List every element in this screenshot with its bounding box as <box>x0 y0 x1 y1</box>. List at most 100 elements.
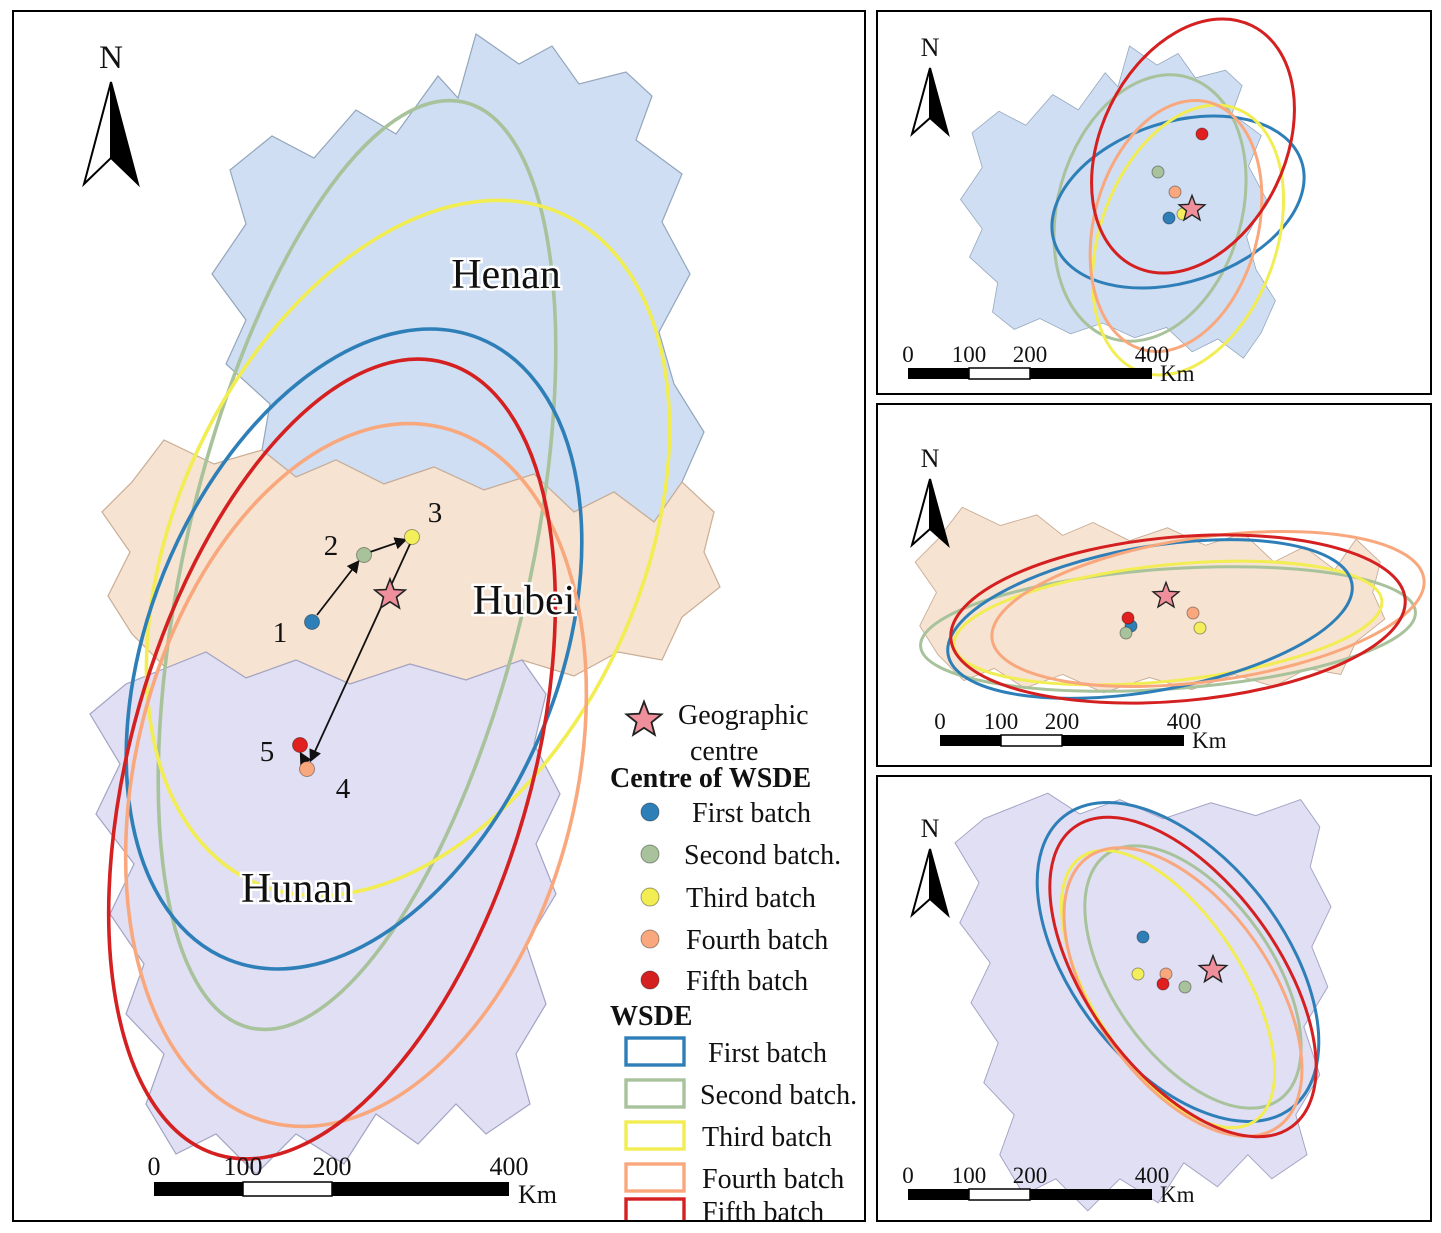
wsde-ellipse-third-batch <box>144 198 672 898</box>
scale-segment <box>1000 734 1063 747</box>
scale-bar: 0 100 200 400 Km <box>148 1152 558 1209</box>
scale-tick: 200 <box>1013 342 1048 367</box>
legend-centre-dot-third <box>640 887 660 907</box>
point-label-4: 4 <box>336 773 351 805</box>
henan-label: Henan <box>451 252 561 298</box>
scale-segment <box>1030 368 1152 379</box>
scale-tick: 0 <box>148 1152 161 1181</box>
main-map-canvas: 1 2 3 4 5 Henan Hubei Hunan N 0 100 200 … <box>82 33 857 1220</box>
hubei-inset-panel: N 0 100 200 400 Km <box>876 403 1432 767</box>
north-arrow-left-half <box>910 478 931 548</box>
legend-wsde-swatch-fourth <box>624 1162 686 1193</box>
legend-geographic-centre-line2: centre <box>690 736 758 767</box>
legend-centre-label-first: First batch <box>692 798 811 829</box>
wsde-ellipse-first-batch <box>1035 801 1321 1123</box>
scale-tick: 200 <box>1045 709 1080 734</box>
scale-segment <box>968 1188 1031 1201</box>
geographic-centre-star <box>1177 193 1207 222</box>
legend-wsde-label-third: Third batch <box>702 1122 832 1153</box>
legend-geographic-centre-line1: Geographic <box>678 700 809 731</box>
legend-centre-dot-fourth <box>640 929 660 949</box>
scale-bar: 0 100 200 400 Km <box>902 1163 1194 1207</box>
hubei-inset-canvas: N 0 100 200 400 Km <box>910 444 1426 753</box>
henan-inset-panel: N 0 100 200 400 Km <box>876 10 1432 395</box>
centre-dot-first-batch <box>1162 211 1176 225</box>
scale-unit-label: Km <box>1160 361 1195 386</box>
scale-tick: 400 <box>1135 1163 1170 1188</box>
wsde-ellipse-second-batch <box>1052 73 1248 343</box>
centre-dot-fifth-batch <box>1121 611 1135 625</box>
centre-dot-second-batch <box>1151 165 1165 179</box>
centre-dot-second-batch <box>1119 626 1133 640</box>
wsde-ellipse-fifth-batch <box>949 533 1407 705</box>
scale-bar: 0 100 200 400 Km <box>902 342 1194 386</box>
legend-wsde-swatch-second <box>624 1078 686 1109</box>
wsde-ellipse-first-batch <box>1050 114 1306 290</box>
hubei-label: Hubei <box>473 578 576 624</box>
scale-segment <box>332 1182 509 1196</box>
north-label: N <box>99 40 123 76</box>
wsde-ellipse-fourth-batch <box>123 421 589 1129</box>
north-arrow-left-half <box>910 67 931 137</box>
legend-centre-dot-second <box>640 844 660 864</box>
legend-wsde-swatch-first <box>624 1036 686 1067</box>
scale-tick: 200 <box>313 1152 352 1181</box>
scale-tick: 0 <box>902 342 914 367</box>
trajectory-arrow-2-3 <box>369 537 408 553</box>
centre-dot-fourth-batch <box>1168 185 1182 199</box>
legend-wsde-label-first: First batch <box>708 1038 827 1069</box>
north-arrow-right-half <box>929 67 950 137</box>
legend-wsde-label-fifth: Fifth batch <box>702 1197 824 1220</box>
centre-dot-fifth-batch <box>292 737 308 753</box>
wsde-ellipse-fourth-batch <box>1088 99 1264 353</box>
scale-tick: 100 <box>952 1163 987 1188</box>
scale-tick: 100 <box>984 709 1019 734</box>
legend-centre-of-wsde-header: Centre of WSDE <box>610 763 811 794</box>
legend-centre-label-second: Second batch. <box>684 840 841 871</box>
centre-dot-fourth-batch <box>1186 606 1200 620</box>
centre-dot-second-batch <box>1178 980 1192 994</box>
scale-tick: 0 <box>902 1163 914 1188</box>
centre-dot-first-batch <box>304 614 320 630</box>
legend-wsde-label-fourth: Fourth batch <box>702 1164 844 1195</box>
north-arrow-icon: N <box>910 444 950 548</box>
hunan-inset-panel: N 0 100 200 400 Km <box>876 775 1432 1222</box>
point-label-3: 3 <box>428 497 443 529</box>
legend-centre-label-fifth: Fifth batch <box>686 966 808 997</box>
scale-segment <box>242 1181 333 1197</box>
legend-centre-dot-first <box>640 802 660 822</box>
north-arrow-right-half <box>929 848 950 918</box>
scale-tick: 0 <box>934 709 946 734</box>
geographic-centre-star <box>1151 580 1181 609</box>
north-arrow-right-half <box>929 478 950 548</box>
wsde-ellipse-fourth-batch <box>990 530 1426 688</box>
scale-unit-label: Km <box>1160 1182 1195 1207</box>
legend: Geographic centre Centre of WSDE First b… <box>610 699 857 1220</box>
henan-inset-canvas: N 0 100 200 400 Km <box>902 17 1306 386</box>
legend-geographic-centre-star-icon <box>624 699 664 737</box>
north-arrow-icon: N <box>910 33 950 137</box>
scale-unit-label: Km <box>1192 728 1227 753</box>
north-label: N <box>921 33 940 62</box>
scale-tick: 100 <box>952 342 987 367</box>
scale-tick: 400 <box>1167 709 1202 734</box>
wsde-ellipse-third-batch <box>952 559 1384 687</box>
legend-centre-label-fourth: Fourth batch <box>686 925 828 956</box>
wsde-ellipse-fifth-batch <box>1048 815 1318 1139</box>
point-label-2: 2 <box>324 530 339 562</box>
north-label: N <box>921 444 940 473</box>
hunan-inset-shape <box>954 792 1332 1212</box>
geographic-centre-star <box>372 576 408 610</box>
centre-dot-fifth-batch <box>1195 127 1209 141</box>
north-arrow-right-half <box>110 81 140 188</box>
legend-wsde-label-second: Second batch. <box>700 1080 857 1111</box>
scale-tick: 200 <box>1013 1163 1048 1188</box>
centre-dot-first-batch <box>1136 930 1150 944</box>
centre-dot-fifth-batch <box>1156 977 1170 991</box>
north-arrow-icon: N <box>910 814 950 918</box>
scale-tick: 400 <box>1135 342 1170 367</box>
wsde-ellipse-second-batch <box>156 98 558 1032</box>
scale-segment <box>154 1182 243 1196</box>
legend-centre-label-third: Third batch <box>686 883 816 914</box>
trajectory-arrow-1-2 <box>316 560 360 616</box>
